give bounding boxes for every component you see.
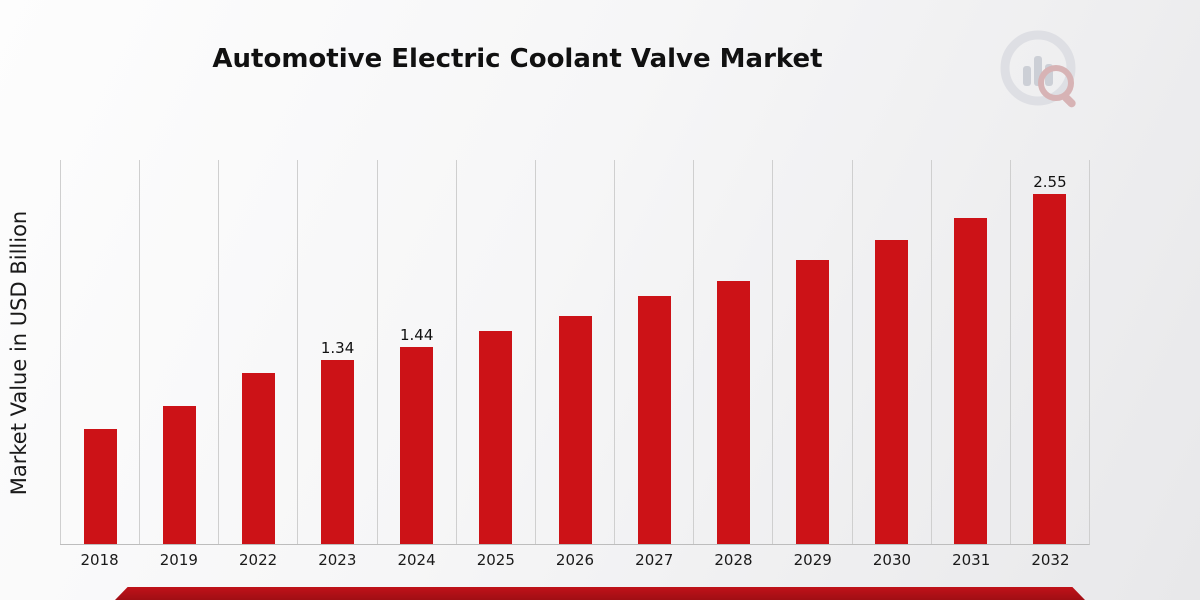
x-tick-2032: 2032 [1031,551,1070,569]
logo-bar-icon [1023,66,1031,86]
bar-2022 [241,372,275,544]
x-tick-2031: 2031 [952,551,991,569]
bar-2028 [716,280,750,544]
x-tick-2029: 2029 [793,551,832,569]
bar-slot-2025 [455,160,535,544]
y-axis-label-wrap: Market Value in USD Billion [2,160,36,545]
bar-slot-2031 [930,160,1010,544]
x-tick-2030: 2030 [872,551,912,569]
logo-ring-icon [1000,30,1076,106]
bar-2018 [83,428,117,544]
bar-slot-2032: 2.55 [1009,160,1089,544]
brand-logo [996,26,1092,118]
x-tick-2022: 2022 [238,551,278,569]
bar-2032 [1033,194,1067,544]
x-tick-2026: 2026 [555,551,595,569]
x-tick-2019: 2019 [159,551,198,569]
bar-2023 [321,360,355,544]
bar-value-label-2032: 2.55 [1033,173,1067,192]
bar-slot-2022 [218,160,297,544]
chart-title: Automotive Electric Coolant Valve Market [212,44,823,74]
bar-slot-2027 [614,160,693,544]
bar-2019 [162,405,196,544]
bar-slot-2023: 1.34 [297,160,376,544]
bar-value-label-2023: 1.34 [320,339,355,358]
footer-ribbon [115,587,1085,600]
bar-slot-2026 [534,160,614,544]
bar-2026 [558,316,592,544]
x-tick-2023: 2023 [318,551,357,569]
bar-2024 [400,346,434,544]
bar-slot-2029 [772,160,851,544]
x-tick-2018: 2018 [80,551,119,569]
x-tick-2024: 2024 [397,551,436,569]
x-tick-2027: 2027 [635,551,674,569]
logo-magnifier-handle-icon [1062,93,1076,108]
bar-slot-2024: 1.44 [376,160,456,544]
bar-2027 [637,295,671,544]
plot-area: 1.34 1.44 2.55 [60,160,1090,545]
bar-2030 [875,239,909,544]
x-tick-2025: 2025 [476,551,515,569]
bar-2029 [795,260,829,544]
bar-slot-2030 [851,160,931,544]
x-axis-ticks: 2018 2019 2022 2023 2024 2025 2026 2027 2028 2029… [60,551,1090,573]
bar-value-label-2024: 1.44 [400,325,434,344]
bar-slot-2019 [139,160,218,544]
logo-magnifier-icon [1038,65,1074,101]
logo-graphic [1000,30,1076,108]
y-axis-label: Market Value in USD Billion [7,210,32,495]
x-tick-2028: 2028 [714,551,753,569]
bar-slot-2018 [60,160,139,544]
bar-2025 [479,331,513,544]
bar-slot-2028 [693,160,772,544]
bar-2031 [954,217,988,544]
